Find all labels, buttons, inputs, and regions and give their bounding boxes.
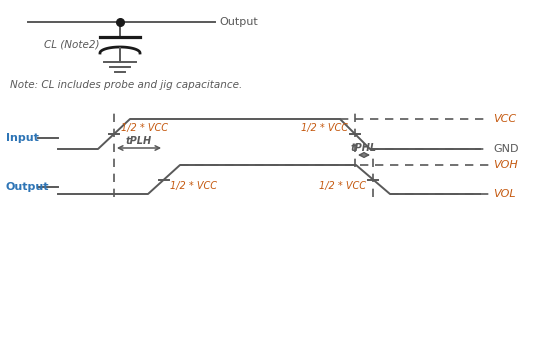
Text: 1/2 * VCC: 1/2 * VCC [301, 123, 348, 133]
Text: 1/2 * VCC: 1/2 * VCC [319, 181, 366, 191]
Text: tPHL: tPHL [351, 143, 377, 153]
Text: Output: Output [219, 17, 258, 27]
Text: GND: GND [493, 144, 519, 154]
Text: VOH: VOH [493, 160, 518, 170]
Text: Note: CL includes probe and jig capacitance.: Note: CL includes probe and jig capacita… [10, 80, 243, 90]
Text: VOL: VOL [493, 189, 515, 199]
Text: 1/2 * VCC: 1/2 * VCC [121, 123, 168, 133]
Text: tPLH: tPLH [126, 136, 152, 146]
Text: VCC: VCC [493, 114, 516, 124]
Text: Output: Output [6, 182, 50, 192]
Text: Input: Input [6, 132, 39, 142]
Text: 1/2 * VCC: 1/2 * VCC [170, 181, 217, 191]
Text: CL (Note2): CL (Note2) [44, 39, 100, 49]
